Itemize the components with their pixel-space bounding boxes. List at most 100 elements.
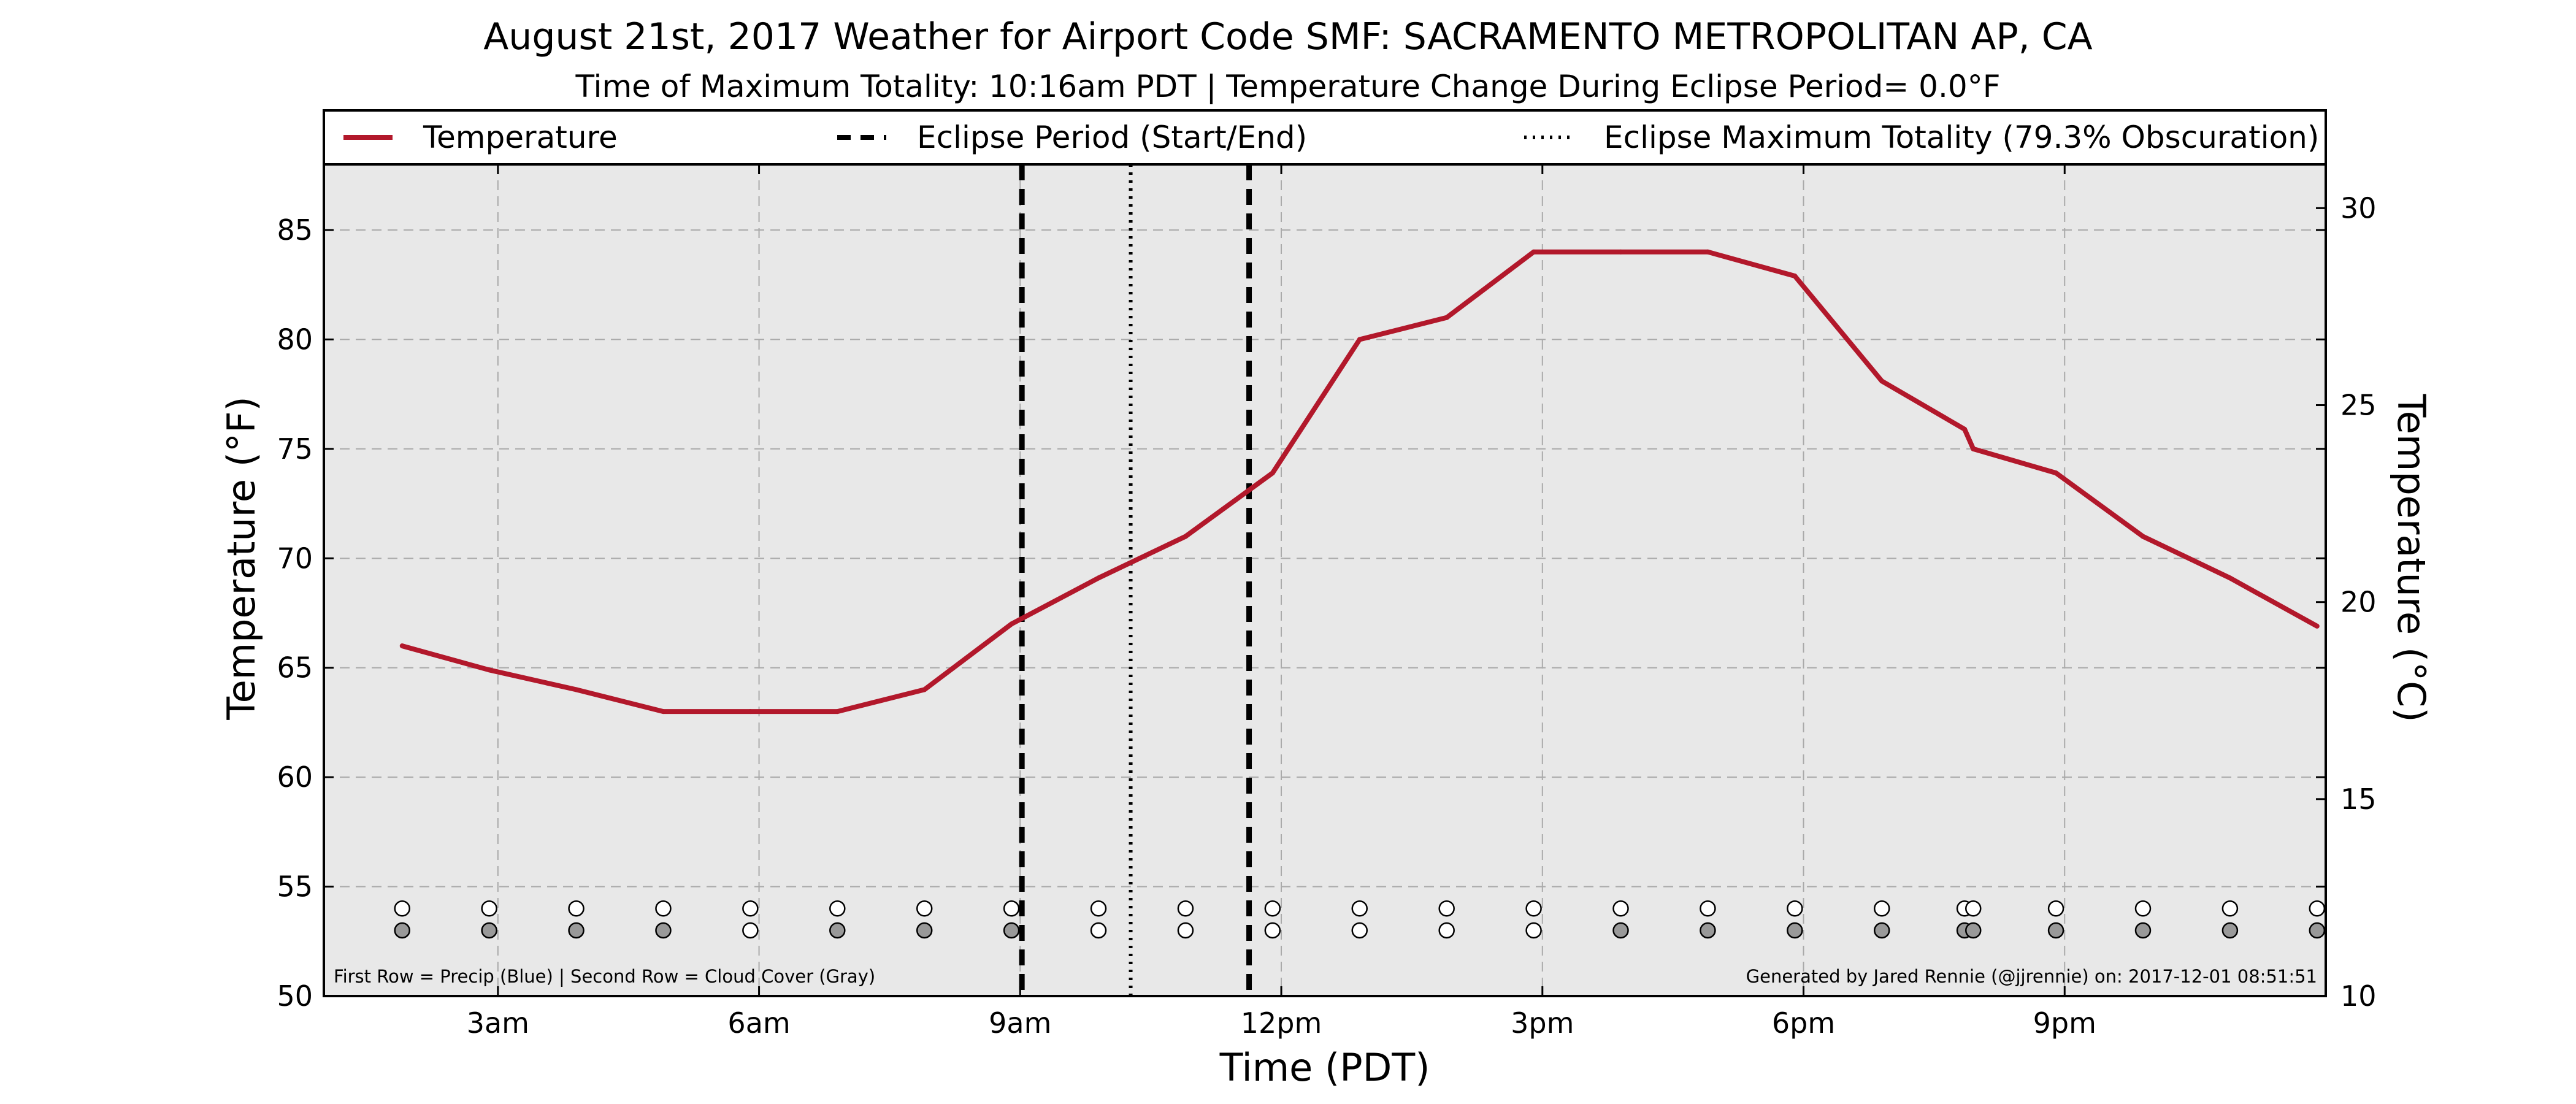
temperature-point-18 [1962,426,1968,432]
precip-marker-23 [2309,900,2326,917]
temperature-point-11 [1357,337,1362,342]
precip-marker-8 [1090,900,1107,917]
cloud-marker-15 [1700,922,1716,939]
x-tick-label-3: 12pm [1241,1006,1322,1040]
precip-marker-3 [655,900,672,917]
x-axis-label: Time (PDT) [1219,1045,1430,1090]
temperature-point-13 [1531,249,1536,255]
x-tick-label-1: 6am [727,1006,790,1040]
cloud-marker-6 [916,922,933,939]
chart-subtitle: Time of Maximum Totality: 10:16am PDT | … [575,69,2001,104]
temperature-point-22 [2227,575,2233,581]
precip-marker-16 [1787,900,1803,917]
cloud-marker-10 [1264,922,1281,939]
precip-marker-6 [916,900,933,917]
temperature-point-20 [2053,470,2059,476]
temperature-point-2 [573,687,579,692]
y-tick-label-1: 55 [277,870,313,903]
temperature-point-17 [1879,378,1885,384]
temperature-point-12 [1444,315,1449,320]
precip-marker-11 [1351,900,1368,917]
precip-marker-2 [568,900,585,917]
precip-marker-7 [1003,900,1020,917]
temperature-point-14 [1618,249,1623,255]
cloud-marker-14 [1612,922,1629,939]
precip-marker-1 [481,900,497,917]
precip-marker-5 [829,900,846,917]
cloud-marker-23 [2309,922,2326,939]
cloud-marker-8 [1090,922,1107,939]
legend: Temperature Eclipse Period (Start/End) Ecl… [323,109,2327,166]
cloud-marker-3 [655,922,672,939]
temperature-point-6 [922,687,927,692]
cloud-marker-20 [2047,922,2064,939]
temperature-point-5 [835,709,840,715]
temperature-point-7 [1009,621,1014,627]
precip-marker-13 [1525,900,1542,917]
precip-marker-20 [2047,900,2064,917]
cloud-marker-17 [1873,922,1890,939]
temperature-point-0 [399,643,405,649]
y-right-tick-label-0: 10 [2340,979,2377,1013]
cloud-marker-16 [1787,922,1803,939]
temperature-point-21 [2140,534,2145,539]
y-tick-label-7: 85 [277,213,313,247]
cloud-marker-12 [1438,922,1455,939]
temperature-point-9 [1183,534,1188,539]
y-axis-label-right: Temperature (°C) [2389,393,2434,722]
temperature-line [401,249,2318,715]
y-tick-label-2: 60 [277,761,313,794]
precip-marker-10 [1264,900,1281,917]
footnote-left: First Row = Precip (Blue) | Second Row =… [334,966,875,987]
precip-marker-19 [1965,900,1982,917]
plot-background [324,164,2326,996]
legend-label-0: Temperature [423,120,618,155]
footnote-right: Generated by Jared Rennie (@jjrennie) on… [1746,966,2317,987]
precip-marker-21 [2134,900,2152,917]
precip-marker-9 [1177,900,1194,917]
temperature-point-19 [1971,446,1976,451]
x-tick-label-6: 9pm [2033,1006,2096,1040]
cloud-marker-1 [481,922,497,939]
cloud-marker-21 [2134,922,2152,939]
cloud-marker-9 [1177,922,1194,939]
x-tick-label-5: 6pm [1772,1006,1835,1040]
legend-box [323,109,2327,166]
cloud-marker-13 [1525,922,1542,939]
temperature-point-1 [486,667,492,673]
y-right-tick-label-4: 30 [2340,191,2377,224]
y-tick-label-4: 70 [277,542,313,575]
cloud-marker-7 [1003,922,1020,939]
y-axis-label-left: Temperature (°F) [219,396,264,720]
temperature-point-3 [661,709,666,715]
cloud-marker-4 [742,922,759,939]
precip-marker-4 [742,900,759,917]
temperature-point-16 [1792,273,1798,278]
cloud-marker-2 [568,922,585,939]
cloud-marker-0 [394,922,410,939]
cloud-marker-22 [2221,922,2239,939]
cloud-marker-11 [1351,922,1368,939]
precip-marker-22 [2221,900,2239,917]
temperature-point-8 [1096,575,1102,581]
precip-marker-17 [1873,900,1890,917]
y-tick-label-3: 65 [277,651,313,684]
temperature-point-10 [1270,470,1275,476]
x-tick-label-2: 9am [989,1006,1051,1040]
plot-area: First Row = Precip (Blue) | Second Row =… [277,163,2377,1040]
temperature-point-23 [2314,623,2320,629]
chart-title: August 21st, 2017 Weather for Airport Co… [483,15,2092,58]
y-tick-label-6: 80 [277,323,313,356]
cloud-marker-19 [1965,922,1982,939]
legend-label-2: Eclipse Maximum Totality (79.3% Obscurat… [1604,120,2319,155]
temperature-point-4 [748,709,753,715]
precip-marker-12 [1438,900,1455,917]
precip-marker-15 [1700,900,1716,917]
precip-marker-14 [1612,900,1629,917]
y-tick-label-5: 75 [277,432,313,466]
x-tick-label-0: 3am [467,1006,529,1040]
x-tick-label-4: 3pm [1511,1006,1574,1040]
precip-marker-0 [394,900,410,917]
y-right-tick-label-2: 20 [2340,586,2377,619]
